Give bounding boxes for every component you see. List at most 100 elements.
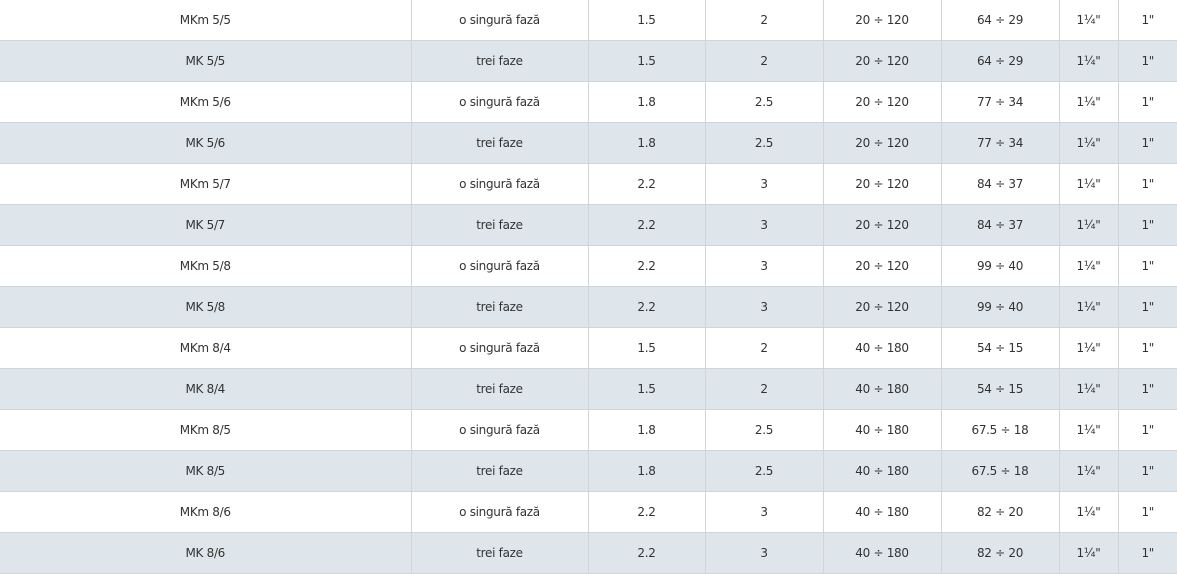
cell-flow-range: 40 ÷ 180 xyxy=(823,409,942,451)
cell-flow-range: 40 ÷ 180 xyxy=(823,491,942,533)
cell-inlet-size: 1¼" xyxy=(1059,327,1119,369)
cell-model: MK 5/8 xyxy=(0,286,412,328)
cell-flow-range: 20 ÷ 120 xyxy=(823,204,942,246)
cell-phase: trei faze xyxy=(411,286,589,328)
cell-head-range: 82 ÷ 20 xyxy=(941,491,1060,533)
table-row: MK 8/5 trei faze 1.8 2.5 40 ÷ 180 67.5 ÷ 18 1¼… xyxy=(0,450,1177,492)
cell-inlet-size: 1¼" xyxy=(1059,245,1119,287)
table-row: MKm 8/4 o singură fază 1.5 2 40 ÷ 180 54 ÷ 15… xyxy=(0,327,1177,369)
table-row: MK 5/5 trei faze 1.5 2 20 ÷ 120 64 ÷ 29 1¼" 1" xyxy=(0,40,1177,82)
cell-flow-range: 40 ÷ 180 xyxy=(823,368,942,410)
cell-outlet-size: 1" xyxy=(1118,286,1177,328)
table-row: MK 8/6 trei faze 2.2 3 40 ÷ 180 82 ÷ 20 1¼" 1" xyxy=(0,532,1177,574)
cell-head-range: 64 ÷ 29 xyxy=(941,40,1060,82)
cell-power-hp: 3 xyxy=(705,286,824,328)
cell-head-range: 99 ÷ 40 xyxy=(941,245,1060,287)
cell-model: MKm 8/6 xyxy=(0,491,412,533)
cell-head-range: 82 ÷ 20 xyxy=(941,532,1060,574)
cell-outlet-size: 1" xyxy=(1118,163,1177,205)
cell-flow-range: 20 ÷ 120 xyxy=(823,0,942,41)
table-row: MKm 8/5 o singură fază 1.8 2.5 40 ÷ 180 67.5 … xyxy=(0,409,1177,451)
cell-head-range: 99 ÷ 40 xyxy=(941,286,1060,328)
cell-outlet-size: 1" xyxy=(1118,40,1177,82)
cell-model: MKm 8/4 xyxy=(0,327,412,369)
cell-flow-range: 20 ÷ 120 xyxy=(823,40,942,82)
cell-power-hp: 2.5 xyxy=(705,450,824,492)
cell-head-range: 67.5 ÷ 18 xyxy=(941,409,1060,451)
cell-outlet-size: 1" xyxy=(1118,0,1177,41)
cell-inlet-size: 1¼" xyxy=(1059,163,1119,205)
cell-inlet-size: 1¼" xyxy=(1059,286,1119,328)
table-row: MK 5/8 trei faze 2.2 3 20 ÷ 120 99 ÷ 40 1¼" 1" xyxy=(0,286,1177,328)
cell-flow-range: 20 ÷ 120 xyxy=(823,81,942,123)
cell-inlet-size: 1¼" xyxy=(1059,122,1119,164)
cell-power-kw: 1.5 xyxy=(588,368,706,410)
cell-inlet-size: 1¼" xyxy=(1059,491,1119,533)
cell-head-range: 77 ÷ 34 xyxy=(941,81,1060,123)
cell-power-hp: 3 xyxy=(705,204,824,246)
cell-phase: o singură fază xyxy=(411,491,589,533)
cell-model: MK 5/6 xyxy=(0,122,412,164)
cell-outlet-size: 1" xyxy=(1118,409,1177,451)
cell-inlet-size: 1¼" xyxy=(1059,450,1119,492)
cell-model: MK 5/7 xyxy=(0,204,412,246)
table-row: MK 8/4 trei faze 1.5 2 40 ÷ 180 54 ÷ 15 1¼" 1" xyxy=(0,368,1177,410)
cell-flow-range: 40 ÷ 180 xyxy=(823,450,942,492)
cell-power-hp: 3 xyxy=(705,491,824,533)
cell-phase: o singură fază xyxy=(411,163,589,205)
cell-phase: o singură fază xyxy=(411,245,589,287)
cell-model: MKm 8/5 xyxy=(0,409,412,451)
cell-power-kw: 1.8 xyxy=(588,409,706,451)
cell-phase: o singură fază xyxy=(411,0,589,41)
cell-inlet-size: 1¼" xyxy=(1059,40,1119,82)
cell-power-hp: 2.5 xyxy=(705,122,824,164)
cell-power-kw: 2.2 xyxy=(588,286,706,328)
cell-model: MK 8/5 xyxy=(0,450,412,492)
cell-power-kw: 2.2 xyxy=(588,163,706,205)
cell-flow-range: 40 ÷ 180 xyxy=(823,532,942,574)
cell-outlet-size: 1" xyxy=(1118,368,1177,410)
table-row: MKm 5/8 o singură fază 2.2 3 20 ÷ 120 99 ÷ 40… xyxy=(0,245,1177,287)
cell-inlet-size: 1¼" xyxy=(1059,204,1119,246)
cell-inlet-size: 1¼" xyxy=(1059,0,1119,41)
cell-power-kw: 1.5 xyxy=(588,0,706,41)
cell-power-kw: 2.2 xyxy=(588,491,706,533)
cell-inlet-size: 1¼" xyxy=(1059,81,1119,123)
cell-model: MK 5/5 xyxy=(0,40,412,82)
cell-outlet-size: 1" xyxy=(1118,450,1177,492)
cell-inlet-size: 1¼" xyxy=(1059,409,1119,451)
cell-power-hp: 2 xyxy=(705,0,824,41)
cell-phase: trei faze xyxy=(411,40,589,82)
cell-inlet-size: 1¼" xyxy=(1059,368,1119,410)
cell-head-range: 54 ÷ 15 xyxy=(941,368,1060,410)
cell-phase: trei faze xyxy=(411,204,589,246)
cell-power-kw: 1.5 xyxy=(588,327,706,369)
cell-power-hp: 2.5 xyxy=(705,81,824,123)
cell-outlet-size: 1" xyxy=(1118,532,1177,574)
cell-power-hp: 2.5 xyxy=(705,409,824,451)
cell-power-kw: 2.2 xyxy=(588,245,706,287)
cell-phase: trei faze xyxy=(411,368,589,410)
cell-phase: trei faze xyxy=(411,532,589,574)
cell-outlet-size: 1" xyxy=(1118,327,1177,369)
cell-model: MK 8/4 xyxy=(0,368,412,410)
table-row: MKm 5/6 o singură fază 1.8 2.5 20 ÷ 120 77 ÷ … xyxy=(0,81,1177,123)
cell-outlet-size: 1" xyxy=(1118,122,1177,164)
cell-head-range: 84 ÷ 37 xyxy=(941,204,1060,246)
table-row: MKm 5/5 o singură fază 1.5 2 20 ÷ 120 64 ÷ 29… xyxy=(0,0,1177,41)
cell-phase: trei faze xyxy=(411,122,589,164)
cell-power-kw: 2.2 xyxy=(588,204,706,246)
cell-power-kw: 1.8 xyxy=(588,122,706,164)
cell-phase: o singură fază xyxy=(411,327,589,369)
cell-flow-range: 40 ÷ 180 xyxy=(823,327,942,369)
cell-head-range: 84 ÷ 37 xyxy=(941,163,1060,205)
cell-outlet-size: 1" xyxy=(1118,491,1177,533)
cell-outlet-size: 1" xyxy=(1118,245,1177,287)
cell-power-kw: 1.5 xyxy=(588,40,706,82)
cell-head-range: 67.5 ÷ 18 xyxy=(941,450,1060,492)
cell-power-hp: 2 xyxy=(705,327,824,369)
cell-head-range: 54 ÷ 15 xyxy=(941,327,1060,369)
cell-phase: o singură fază xyxy=(411,81,589,123)
table-row: MK 5/6 trei faze 1.8 2.5 20 ÷ 120 77 ÷ 34 1¼" 1… xyxy=(0,122,1177,164)
cell-model: MK 8/6 xyxy=(0,532,412,574)
